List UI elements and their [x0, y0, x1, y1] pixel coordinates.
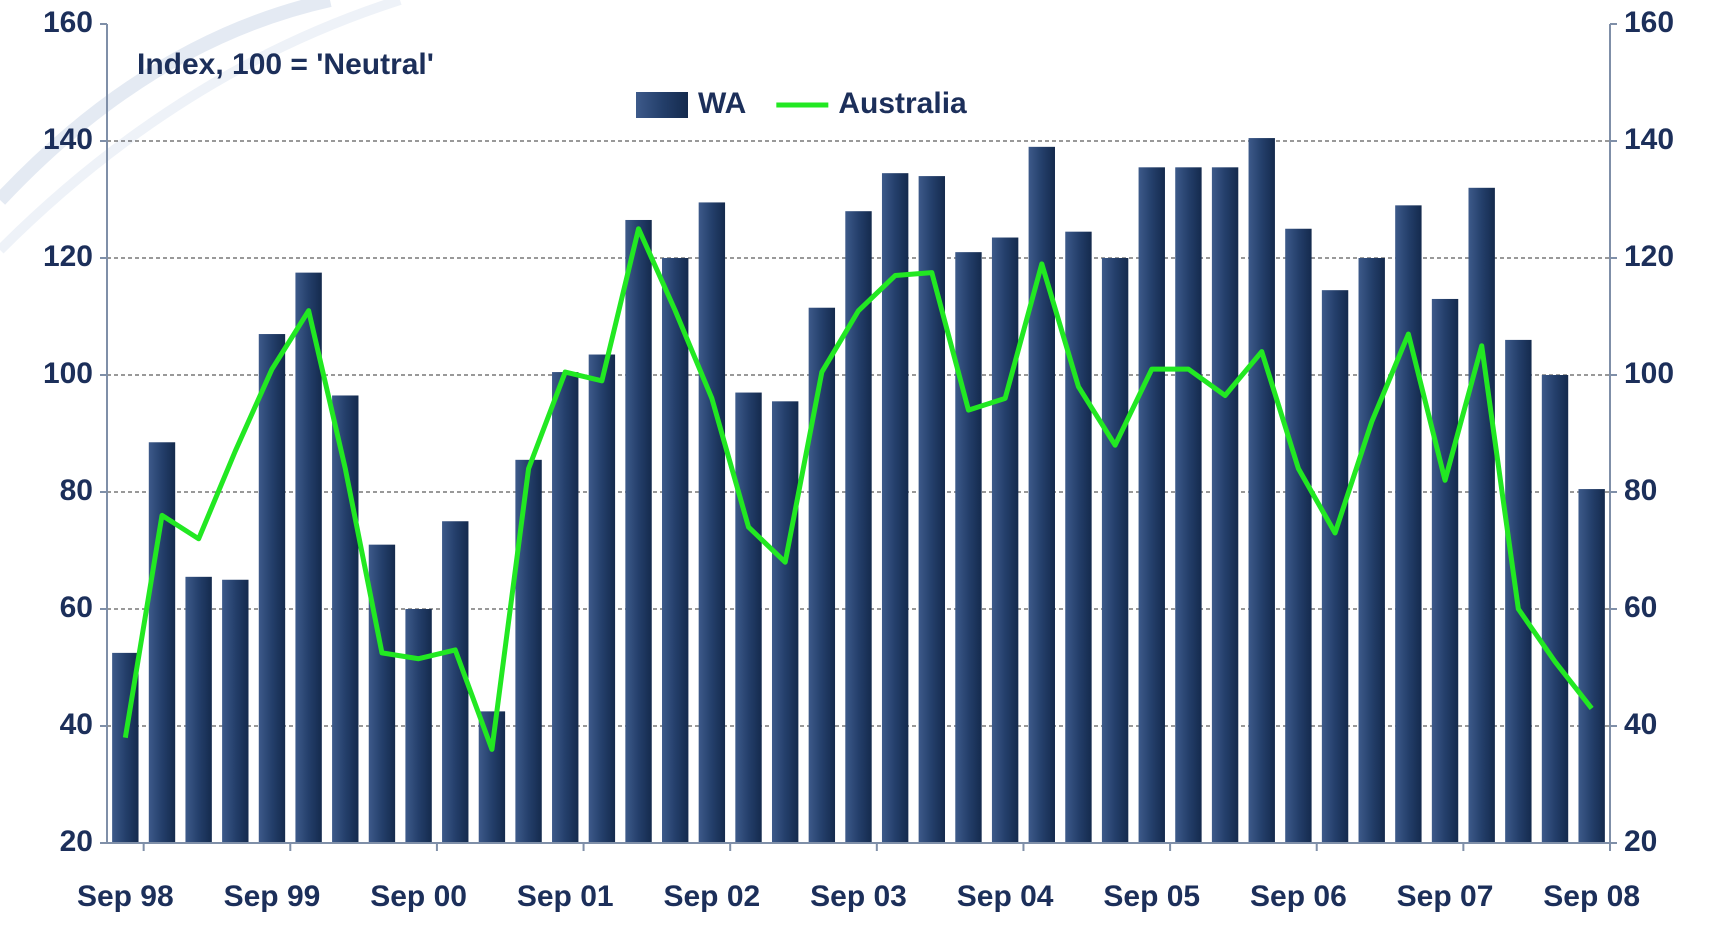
bar	[1395, 205, 1422, 844]
bar	[222, 579, 249, 843]
y2-tick-label: 100	[1624, 357, 1674, 390]
x-tick-label: Sep 98	[77, 880, 174, 913]
y2-tick-label: 160	[1624, 6, 1674, 39]
y-tick-label: 120	[43, 240, 93, 273]
y2-tick-label: 140	[1624, 123, 1674, 156]
x-tick-label: Sep 08	[1543, 880, 1640, 913]
bar	[918, 176, 946, 844]
y-tick-label: 140	[43, 123, 93, 156]
bar	[1065, 231, 1092, 844]
y2-tick-label: 60	[1624, 591, 1657, 624]
y2-tick-label: 120	[1624, 240, 1674, 273]
y-tick-label: 20	[60, 825, 93, 858]
legend-label: Australia	[838, 87, 967, 120]
y2-tick-label: 80	[1624, 474, 1657, 507]
x-tick-label: Sep 04	[957, 880, 1054, 913]
y-tick-label: 80	[60, 474, 93, 507]
bar	[442, 521, 469, 843]
bar	[588, 354, 616, 843]
legend-label: WA	[698, 87, 746, 120]
bar	[1578, 489, 1605, 843]
x-tick-label: Sep 06	[1250, 880, 1347, 913]
bar	[771, 401, 799, 843]
y-tick-label: 100	[43, 357, 93, 390]
x-tick-label: Sep 99	[224, 880, 321, 913]
bar	[1321, 290, 1349, 843]
bar	[808, 307, 836, 844]
background-swoosh	[0, 0, 332, 205]
annotation: Index, 100 = 'Neutral'	[137, 48, 434, 81]
bar	[1248, 138, 1275, 843]
bar	[258, 334, 286, 843]
bar	[552, 372, 579, 843]
y-tick-label: 160	[43, 6, 93, 39]
bar	[148, 442, 176, 843]
bar	[1541, 375, 1569, 843]
bar	[662, 258, 689, 843]
bar	[698, 202, 726, 844]
bar	[955, 252, 982, 843]
bar	[991, 237, 1019, 843]
bar	[1138, 167, 1165, 843]
line	[122, 226, 1594, 752]
bar	[295, 272, 322, 843]
y2-tick-label: 40	[1624, 708, 1657, 741]
bar	[845, 211, 872, 843]
y2-tick-label: 20	[1624, 825, 1657, 858]
bar	[1101, 258, 1129, 843]
bar	[368, 544, 396, 843]
x-tick-label: Sep 05	[1103, 880, 1200, 913]
bar	[735, 392, 762, 843]
bar	[1211, 167, 1239, 843]
background-swoosh	[0, 0, 402, 254]
x-tick-label: Sep 00	[370, 880, 467, 913]
y-tick-label: 60	[60, 591, 93, 624]
bar	[1468, 187, 1495, 844]
bar	[1175, 167, 1202, 843]
bar	[405, 609, 432, 843]
bar	[1358, 258, 1385, 843]
bar	[1028, 146, 1055, 844]
y-tick-label: 40	[60, 708, 93, 741]
x-tick-label: Sep 03	[810, 880, 907, 913]
bar	[515, 459, 542, 843]
x-tick-label: Sep 01	[517, 880, 614, 913]
bar	[185, 576, 212, 843]
bar	[1431, 298, 1459, 843]
legend-swatch	[636, 92, 688, 118]
bar	[625, 219, 652, 844]
bar	[1285, 228, 1312, 843]
x-tick-label: Sep 07	[1397, 880, 1494, 913]
x-tick-label: Sep 02	[663, 880, 760, 913]
